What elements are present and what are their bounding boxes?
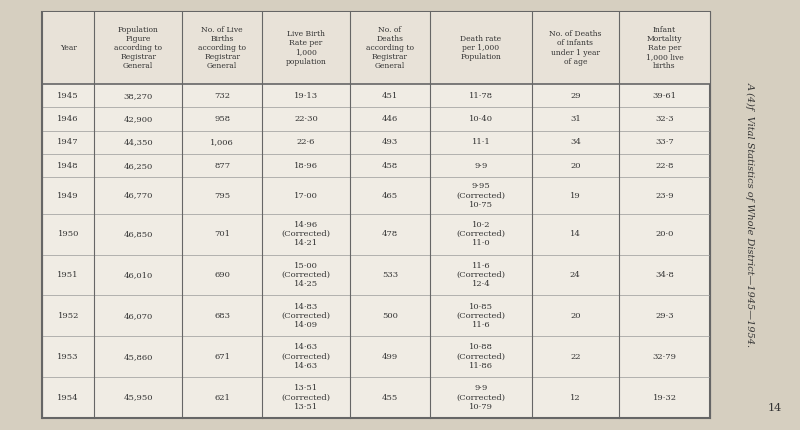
Text: 10·40: 10·40 [469,115,493,123]
Text: 1949: 1949 [58,191,79,200]
Text: 446: 446 [382,115,398,123]
Text: 22·8: 22·8 [655,162,674,170]
Text: Year: Year [60,44,77,52]
Text: 683: 683 [214,312,230,320]
Text: 701: 701 [214,230,230,238]
Text: 13·51
(Corrected)
13·51: 13·51 (Corrected) 13·51 [282,384,330,411]
Text: 31: 31 [570,115,581,123]
Text: 45,860: 45,860 [123,353,153,361]
Bar [42,12,710,418]
Text: 19·13: 19·13 [294,92,318,100]
Text: 17·00: 17·00 [294,191,318,200]
Text: 22: 22 [570,353,581,361]
Text: 9·95
(Corrected)
10·75: 9·95 (Corrected) 10·75 [457,182,506,209]
Text: A (4)f  Vital Statistics of Whole District—1945—1954.: A (4)f Vital Statistics of Whole Distric… [746,83,754,347]
Text: 46,250: 46,250 [123,162,153,170]
Bar [42,12,710,84]
Text: 14: 14 [570,230,581,238]
Text: 39·61: 39·61 [653,92,677,100]
Text: 1,006: 1,006 [210,138,234,146]
Text: 533: 533 [382,271,398,279]
Text: 12: 12 [570,393,581,402]
Text: 10·2
(Corrected)
11·0: 10·2 (Corrected) 11·0 [457,221,506,247]
Text: 10·85
(Corrected)
11·6: 10·85 (Corrected) 11·6 [457,303,506,329]
Text: 11·1: 11·1 [471,138,490,146]
Text: 44,350: 44,350 [123,138,153,146]
Text: 14·96
(Corrected)
14·21: 14·96 (Corrected) 14·21 [282,221,330,247]
Text: 478: 478 [382,230,398,238]
Text: 14·63
(Corrected)
14·63: 14·63 (Corrected) 14·63 [282,344,330,370]
Text: 34: 34 [570,138,581,146]
Text: 29: 29 [570,92,581,100]
Text: 46,070: 46,070 [123,312,153,320]
Text: 1953: 1953 [58,353,79,361]
Text: 1948: 1948 [58,162,79,170]
Text: 493: 493 [382,138,398,146]
Text: 22·6: 22·6 [297,138,315,146]
Text: No. of Live
Births
according to
Registrar
General: No. of Live Births according to Registra… [198,26,246,71]
Text: 20: 20 [570,312,581,320]
Text: 621: 621 [214,393,230,402]
Text: 877: 877 [214,162,230,170]
Text: 46,010: 46,010 [123,271,153,279]
Text: 20: 20 [570,162,581,170]
Text: 46,770: 46,770 [123,191,153,200]
Text: 11·78: 11·78 [469,92,493,100]
Text: 455: 455 [382,393,398,402]
Text: 10·88
(Corrected)
11·86: 10·88 (Corrected) 11·86 [457,344,506,370]
Text: 42,900: 42,900 [123,115,153,123]
Text: 671: 671 [214,353,230,361]
Text: 1946: 1946 [58,115,79,123]
Text: 46,850: 46,850 [123,230,153,238]
Text: 24: 24 [570,271,581,279]
Text: 23·9: 23·9 [655,191,674,200]
Text: 32·79: 32·79 [653,353,677,361]
Text: 1954: 1954 [58,393,79,402]
Text: 690: 690 [214,271,230,279]
Text: 38,270: 38,270 [123,92,153,100]
Text: Infant
Mortality
Rate per
1,000 live
births: Infant Mortality Rate per 1,000 live bir… [646,26,683,71]
Text: 451: 451 [382,92,398,100]
Text: 9·9
(Corrected)
10·79: 9·9 (Corrected) 10·79 [457,384,506,411]
Text: 732: 732 [214,92,230,100]
Text: 958: 958 [214,115,230,123]
Text: 11·6
(Corrected)
12·4: 11·6 (Corrected) 12·4 [457,262,506,288]
Text: 20·0: 20·0 [655,230,674,238]
Text: 458: 458 [382,162,398,170]
Text: 19·32: 19·32 [653,393,677,402]
Text: 1950: 1950 [58,230,79,238]
Text: 15·00
(Corrected)
14·25: 15·00 (Corrected) 14·25 [282,262,330,288]
Text: Death rate
per 1,000
Population: Death rate per 1,000 Population [460,35,502,61]
Text: 14: 14 [768,403,782,413]
Text: 34·8: 34·8 [655,271,674,279]
Text: 1945: 1945 [58,92,79,100]
Text: 1947: 1947 [58,138,79,146]
Text: No. of Deaths
of infants
under 1 year
of age: No. of Deaths of infants under 1 year of… [549,30,602,66]
Text: 19: 19 [570,191,581,200]
Text: Population
Figure
according to
Registrar
General: Population Figure according to Registrar… [114,26,162,71]
Text: 22·30: 22·30 [294,115,318,123]
Text: 32·3: 32·3 [655,115,674,123]
Text: 9·9: 9·9 [474,162,488,170]
Text: Live Birth
Rate per
1,000
population: Live Birth Rate per 1,000 population [286,30,326,66]
Text: 500: 500 [382,312,398,320]
Text: 33·7: 33·7 [655,138,674,146]
Text: 795: 795 [214,191,230,200]
Text: 29·3: 29·3 [655,312,674,320]
Text: 1952: 1952 [58,312,79,320]
Text: 14·83
(Corrected)
14·09: 14·83 (Corrected) 14·09 [282,303,330,329]
Text: 1951: 1951 [58,271,79,279]
Text: No. of
Deaths
according to
Registrar
General: No. of Deaths according to Registrar Gen… [366,26,414,71]
Text: 45,950: 45,950 [123,393,153,402]
Text: 18·96: 18·96 [294,162,318,170]
Text: 499: 499 [382,353,398,361]
Text: 465: 465 [382,191,398,200]
